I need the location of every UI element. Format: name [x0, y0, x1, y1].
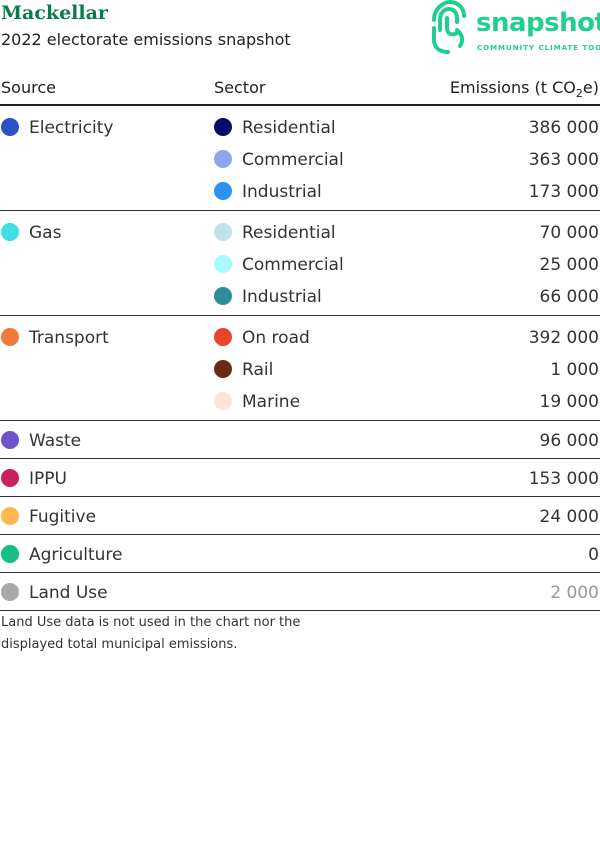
source-group-electricity: Electricity Residential 386 000 Commercial 3…	[0, 106, 600, 211]
fingerprint-icon	[432, 0, 466, 54]
emissions-value: 386 000	[528, 118, 599, 138]
source-color-dot	[1, 223, 19, 241]
source-label: Agriculture	[29, 545, 123, 565]
source-color-dot	[1, 469, 19, 487]
emissions-value: 173 000	[528, 182, 599, 202]
emissions-value: 70 000	[539, 223, 599, 243]
emissions-table: Source Sector Emissions (t CO2e) Electri…	[0, 70, 600, 611]
emissions-value: 19 000	[539, 392, 599, 412]
header-sector: Sector	[214, 78, 266, 97]
source-row-waste: Waste 96 000	[0, 421, 600, 459]
source-label: Transport	[29, 328, 109, 348]
sector-color-dot	[214, 182, 232, 200]
table-row: Rail 1 000	[0, 352, 600, 384]
sector-label: Rail	[242, 360, 274, 380]
emissions-value: 66 000	[539, 287, 599, 307]
sector-label: Residential	[242, 118, 336, 138]
table-row: Electricity Residential 386 000	[0, 110, 600, 142]
source-group-transport: Transport On road 392 000 Rail 1 000 Marine 19…	[0, 316, 600, 421]
source-row-land-use: Land Use 2 000	[0, 573, 600, 611]
sector-label: Residential	[242, 223, 336, 243]
sector-color-dot	[214, 255, 232, 273]
source-label: IPPU	[29, 469, 67, 489]
sector-color-dot	[214, 392, 232, 410]
source-color-dot	[1, 583, 19, 601]
logo-wordmark: snapshot	[476, 8, 600, 38]
sector-label: Industrial	[242, 182, 322, 202]
sector-label: Commercial	[242, 150, 344, 170]
page-title: Mackellar	[1, 2, 108, 24]
emissions-value: 25 000	[539, 255, 599, 275]
table-row: Commercial 363 000	[0, 142, 600, 174]
source-label: Fugitive	[29, 507, 97, 527]
sector-color-dot	[214, 360, 232, 378]
sector-label: On road	[242, 328, 310, 348]
table-row: Industrial 66 000	[0, 279, 600, 311]
sector-color-dot	[214, 287, 232, 305]
emissions-value: 24 000	[539, 507, 599, 527]
source-color-dot	[1, 328, 19, 346]
source-label: Electricity	[29, 118, 114, 138]
sector-color-dot	[214, 150, 232, 168]
sector-label: Commercial	[242, 255, 344, 275]
source-label: Land Use	[29, 583, 108, 603]
table-row: Commercial 25 000	[0, 247, 600, 279]
emissions-value: 1 000	[550, 360, 599, 380]
header-source: Source	[1, 78, 56, 97]
table-row: Gas Residential 70 000	[0, 215, 600, 247]
source-color-dot	[1, 118, 19, 136]
page-subtitle: 2022 electorate emissions snapshot	[1, 30, 291, 49]
source-row-agriculture: Agriculture 0	[0, 535, 600, 573]
emissions-value: 96 000	[539, 431, 599, 451]
emissions-value: 2 000	[550, 583, 599, 603]
snapshot-logo[interactable]: snapshot COMMUNITY CLIMATE TOOL	[430, 0, 600, 54]
emissions-value: 392 000	[528, 328, 599, 348]
source-row-fugitive: Fugitive 24 000	[0, 497, 600, 535]
source-label: Gas	[29, 223, 62, 243]
table-row: Industrial 173 000	[0, 174, 600, 206]
sector-color-dot	[214, 118, 232, 136]
header-emissions: Emissions (t CO2e)	[449, 78, 599, 101]
source-label: Waste	[29, 431, 82, 451]
source-group-gas: Gas Residential 70 000 Commercial 25 000 Indu…	[0, 211, 600, 316]
emissions-value: 363 000	[528, 150, 599, 170]
table-header: Source Sector Emissions (t CO2e)	[0, 70, 600, 106]
table-row: Marine 19 000	[0, 384, 600, 416]
emissions-value: 0	[588, 545, 599, 565]
sector-color-dot	[214, 328, 232, 346]
source-row-ippu: IPPU 153 000	[0, 459, 600, 497]
sector-label: Marine	[242, 392, 301, 412]
table-row: Transport On road 392 000	[0, 320, 600, 352]
sector-label: Industrial	[242, 287, 322, 307]
header: Mackellar 2022 electorate emissions snap…	[0, 0, 600, 70]
footnote: Land Use data is not used in the chart n…	[1, 615, 301, 652]
logo-tagline: COMMUNITY CLIMATE TOOL	[477, 44, 600, 52]
source-color-dot	[1, 545, 19, 563]
source-color-dot	[1, 507, 19, 525]
sector-color-dot	[214, 223, 232, 241]
source-color-dot	[1, 431, 19, 449]
emissions-value: 153 000	[528, 469, 599, 489]
